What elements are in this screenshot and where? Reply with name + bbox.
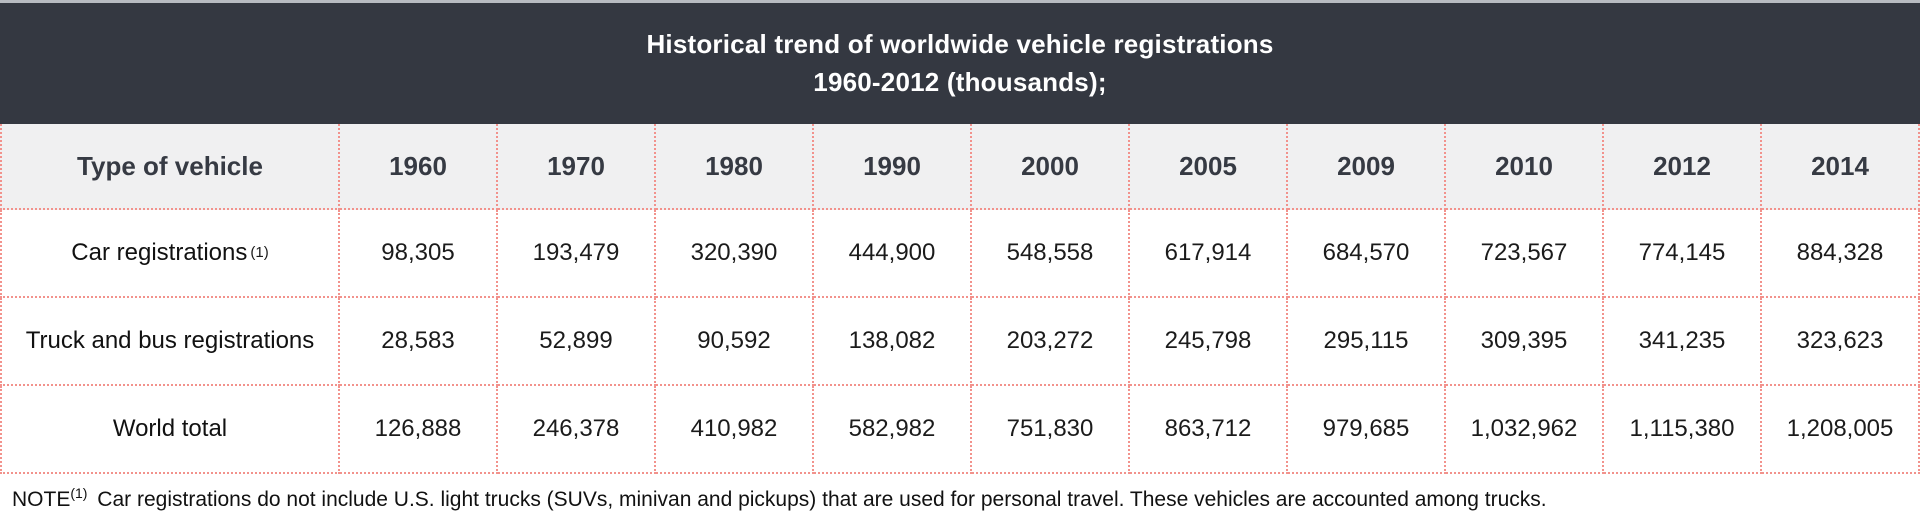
value-cell-truck-1990: 138,082 xyxy=(814,298,972,386)
value-cell-car-1960: 98,305 xyxy=(340,210,498,298)
table-title-line-1: Historical trend of worldwide vehicle re… xyxy=(646,28,1274,59)
value-cell-truck-2000: 203,272 xyxy=(972,298,1130,386)
value-cell-total-1990: 582,982 xyxy=(814,386,972,474)
value-cell-total-2009: 979,685 xyxy=(1288,386,1446,474)
row-label-text: Car registrations xyxy=(71,239,248,266)
row-label-text: World total xyxy=(112,415,228,442)
year-header-2014: 2014 xyxy=(1762,124,1920,210)
year-header-2010: 2010 xyxy=(1446,124,1604,210)
value-cell-total-1960: 126,888 xyxy=(340,386,498,474)
footnote-prefix: NOTE xyxy=(12,488,71,511)
value-cell-car-2005: 617,914 xyxy=(1130,210,1288,298)
year-header-1960: 1960 xyxy=(340,124,498,210)
value-cell-total-2000: 751,830 xyxy=(972,386,1130,474)
row-label-world-total: World total xyxy=(0,386,340,474)
table-title-line-2: 1960-2012 (thousands); xyxy=(813,66,1107,97)
footnote-marker: (1) xyxy=(70,485,88,501)
column-header-type-of-vehicle: Type of vehicle xyxy=(0,124,340,210)
registrations-table: Type of vehicle 1960 1970 1980 1990 2000… xyxy=(0,124,1920,474)
value-cell-car-1980: 320,390 xyxy=(656,210,814,298)
table-title-bar: Historical trend of worldwide vehicle re… xyxy=(0,0,1920,124)
value-cell-car-2000: 548,558 xyxy=(972,210,1130,298)
value-cell-total-2005: 863,712 xyxy=(1130,386,1288,474)
value-cell-car-2014: 884,328 xyxy=(1762,210,1920,298)
value-cell-car-1990: 444,900 xyxy=(814,210,972,298)
value-cell-total-2014: 1,208,005 xyxy=(1762,386,1920,474)
value-cell-car-2012: 774,145 xyxy=(1604,210,1762,298)
year-header-1970: 1970 xyxy=(498,124,656,210)
value-cell-truck-2012: 341,235 xyxy=(1604,298,1762,386)
year-header-1980: 1980 xyxy=(656,124,814,210)
year-header-2000: 2000 xyxy=(972,124,1130,210)
year-header-2005: 2005 xyxy=(1130,124,1288,210)
row-label-text: Truck and bus registrations xyxy=(25,327,315,354)
value-cell-truck-2005: 245,798 xyxy=(1130,298,1288,386)
year-header-2012: 2012 xyxy=(1604,124,1762,210)
value-cell-car-1970: 193,479 xyxy=(498,210,656,298)
footnote-text: Car registrations do not include U.S. li… xyxy=(91,488,1547,511)
value-cell-car-2009: 684,570 xyxy=(1288,210,1446,298)
value-cell-truck-2010: 309,395 xyxy=(1446,298,1604,386)
value-cell-truck-2009: 295,115 xyxy=(1288,298,1446,386)
value-cell-truck-1980: 90,592 xyxy=(656,298,814,386)
value-cell-truck-1970: 52,899 xyxy=(498,298,656,386)
value-cell-total-1970: 246,378 xyxy=(498,386,656,474)
footnote: NOTE(1) Car registrations do not include… xyxy=(0,474,1920,513)
value-cell-car-2010: 723,567 xyxy=(1446,210,1604,298)
value-cell-total-2012: 1,115,380 xyxy=(1604,386,1762,474)
row-label-car-registrations: Car registrations (1) xyxy=(0,210,340,298)
row-label-truck-and-bus: Truck and bus registrations xyxy=(0,298,340,386)
value-cell-total-2010: 1,032,962 xyxy=(1446,386,1604,474)
year-header-2009: 2009 xyxy=(1288,124,1446,210)
year-header-1990: 1990 xyxy=(814,124,972,210)
value-cell-truck-2014: 323,623 xyxy=(1762,298,1920,386)
value-cell-truck-1960: 28,583 xyxy=(340,298,498,386)
value-cell-total-1980: 410,982 xyxy=(656,386,814,474)
